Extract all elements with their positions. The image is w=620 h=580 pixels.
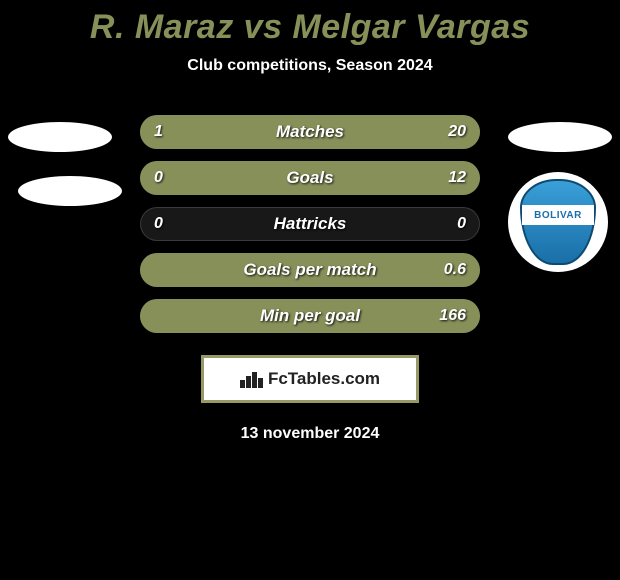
footer-logo-text: FcTables.com — [268, 369, 380, 389]
stat-label: Goals per match — [140, 253, 480, 287]
stat-label: Hattricks — [140, 207, 480, 241]
stat-label: Goals — [140, 161, 480, 195]
stat-row: 166Min per goal — [140, 299, 480, 333]
bar-chart-icon — [240, 370, 262, 388]
stat-row: 012Goals — [140, 161, 480, 195]
subtitle: Club competitions, Season 2024 — [0, 57, 620, 75]
stats-container: 120Matches 012Goals 00Hattricks 0.6Goals pe… — [0, 115, 620, 333]
stat-row: 00Hattricks — [140, 207, 480, 241]
stat-row: 120Matches — [140, 115, 480, 149]
stat-row: 0.6Goals per match — [140, 253, 480, 287]
stat-label: Matches — [140, 115, 480, 149]
footer-logo-box: FcTables.com — [201, 355, 419, 403]
stat-label: Min per goal — [140, 299, 480, 333]
date-text: 13 november 2024 — [0, 425, 620, 443]
page-title: R. Maraz vs Melgar Vargas — [0, 0, 620, 47]
